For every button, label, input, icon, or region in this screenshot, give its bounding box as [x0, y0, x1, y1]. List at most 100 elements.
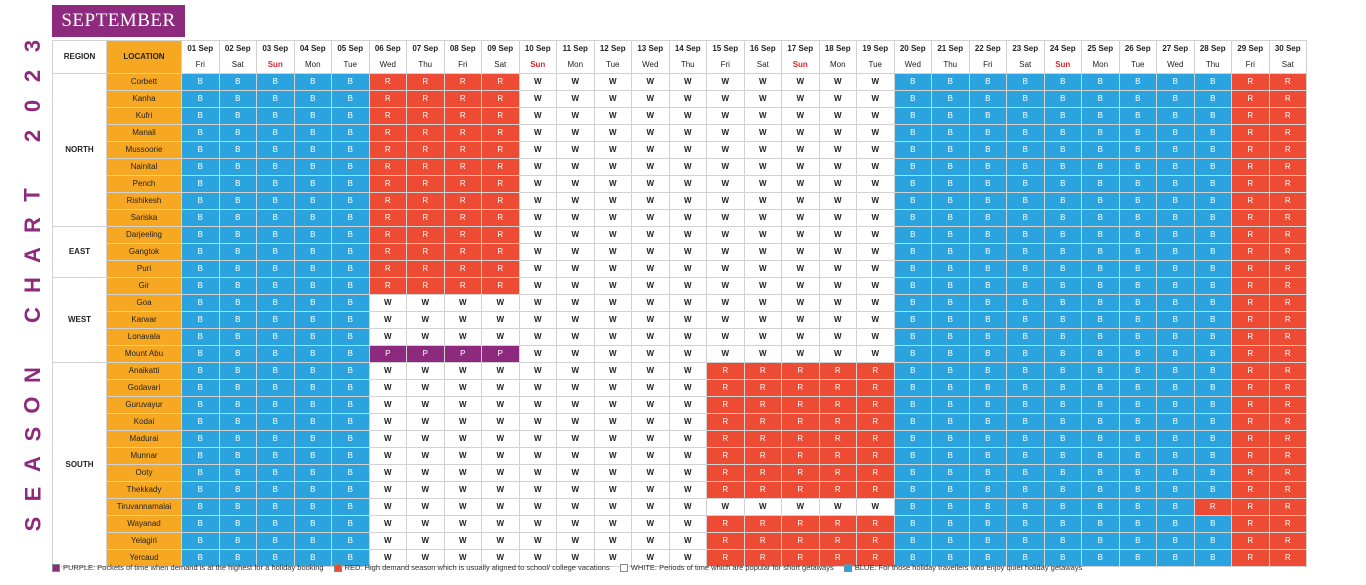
season-cell: B [1118, 192, 1157, 210]
season-cell: B [1081, 498, 1120, 516]
season-cell: B [1156, 430, 1195, 448]
season-cell: B [1081, 464, 1120, 482]
season-cell: W [593, 532, 632, 550]
season-cell: W [668, 379, 707, 397]
season-cell: B [1006, 311, 1045, 329]
season-cell: B [1043, 396, 1082, 414]
season-cell: R [1268, 158, 1307, 176]
season-cell: B [256, 481, 295, 499]
season-cell: B [1156, 294, 1195, 312]
season-cell: B [893, 243, 932, 261]
season-cell: B [1156, 379, 1195, 397]
season-cell: B [1043, 413, 1082, 431]
season-cell: B [893, 175, 932, 193]
season-cell: B [256, 260, 295, 278]
season-cell: W [631, 549, 670, 567]
day-weekday: Sat [494, 60, 507, 69]
legend-swatch [843, 563, 852, 572]
season-cell: W [443, 396, 482, 414]
season-cell: B [893, 158, 932, 176]
season-cell: W [406, 515, 445, 533]
season-cell: R [1231, 90, 1270, 108]
season-cell: B [218, 192, 257, 210]
season-cell: B [293, 396, 332, 414]
season-cell: B [931, 430, 970, 448]
season-cell: W [481, 481, 520, 499]
legend-item: BLUE: For those holiday travellers who e… [843, 563, 1082, 572]
season-cell: W [631, 73, 670, 91]
season-cell: W [406, 430, 445, 448]
season-cell: B [1043, 158, 1082, 176]
season-cell: W [443, 481, 482, 499]
day-date: 23 Sep [1012, 44, 1039, 53]
season-cell: W [443, 379, 482, 397]
season-cell: R [856, 413, 895, 431]
season-cell: B [331, 447, 370, 465]
season-cell: R [856, 430, 895, 448]
table-row: Manali B B B B B R R R R W W W W W W W W W W B B B B B B B B B R R [53, 124, 1307, 142]
season-cell: W [818, 328, 857, 346]
season-cell: B [218, 260, 257, 278]
season-cell: R [406, 90, 445, 108]
season-cell: B [293, 124, 332, 142]
season-cell: B [218, 481, 257, 499]
season-cell: W [856, 260, 895, 278]
day-weekday: Thu [1205, 60, 1220, 69]
season-cell: B [256, 175, 295, 193]
day-header: 04 Sep Mon [293, 40, 332, 74]
season-cell: W [781, 158, 820, 176]
season-cell: W [668, 532, 707, 550]
season-cell: B [1006, 209, 1045, 227]
season-cell: W [481, 515, 520, 533]
season-cell: W [781, 345, 820, 363]
season-cell: B [931, 413, 970, 431]
season-cell: B [1118, 481, 1157, 499]
season-cell: B [1006, 277, 1045, 295]
season-cell: B [1118, 73, 1157, 91]
season-cell: W [668, 73, 707, 91]
season-cell: W [556, 107, 595, 125]
season-cell: B [218, 158, 257, 176]
season-cell: B [218, 175, 257, 193]
season-cell: B [1081, 396, 1120, 414]
season-cell: R [406, 158, 445, 176]
title-letter: O [20, 395, 45, 414]
legend-text: WHITE: Periods of time which are popular… [630, 563, 834, 572]
season-cell: W [706, 328, 745, 346]
season-cell: B [293, 243, 332, 261]
season-cell: W [518, 328, 557, 346]
legend-item: PURPLE: Pockets of time when demand is a… [52, 563, 324, 572]
season-cell: B [1081, 124, 1120, 142]
season-cell: P [443, 345, 482, 363]
season-cell: W [368, 481, 407, 499]
season-cell: B [1156, 396, 1195, 414]
season-cell: B [1043, 311, 1082, 329]
season-cell: W [668, 243, 707, 261]
season-cell: W [518, 277, 557, 295]
season-cell: W [668, 226, 707, 244]
table-row: Puri B B B B B R R R R W W W W W W W W W W B B B B B B B B B R R [53, 260, 1307, 278]
season-cell: B [1081, 362, 1120, 380]
season-cell: W [631, 515, 670, 533]
season-cell: B [968, 175, 1007, 193]
season-cell: B [968, 158, 1007, 176]
day-weekday: Tue [868, 60, 883, 69]
title-letter: E [20, 486, 45, 502]
season-cell: W [593, 345, 632, 363]
season-cell: R [1268, 379, 1307, 397]
season-cell: R [481, 175, 520, 193]
season-cell: W [518, 447, 557, 465]
season-cell: W [593, 481, 632, 499]
day-header: 24 Sep Sun [1043, 40, 1082, 74]
season-cell: B [968, 532, 1007, 550]
season-cell: B [256, 345, 295, 363]
season-cell: B [1156, 498, 1195, 516]
season-cell: R [443, 175, 482, 193]
day-header: 17 Sep Sun [781, 40, 820, 74]
day-weekday: Sun [792, 60, 808, 69]
season-cell: R [706, 549, 745, 567]
season-cell: B [218, 141, 257, 159]
season-cell: B [256, 430, 295, 448]
season-cell: R [443, 124, 482, 142]
season-cell: B [893, 498, 932, 516]
